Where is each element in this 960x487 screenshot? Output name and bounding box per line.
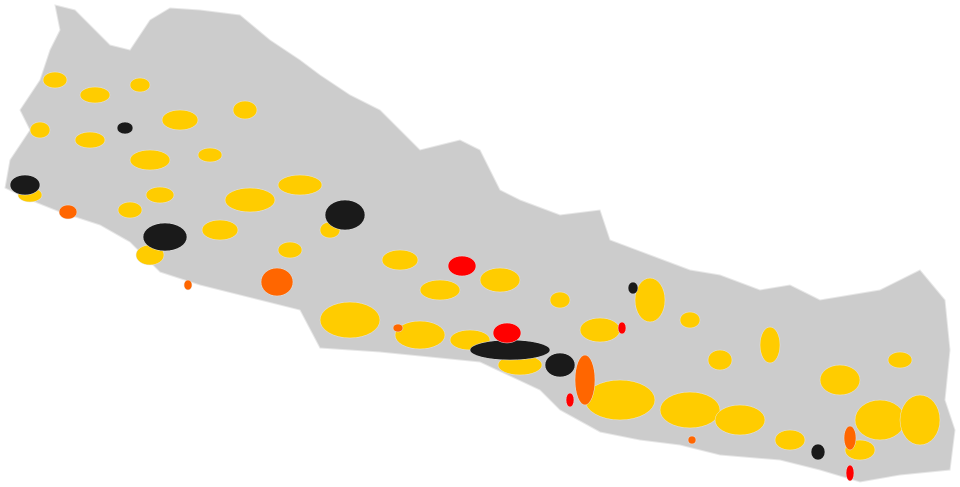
yellow-region bbox=[161, 109, 199, 131]
yellow-region bbox=[42, 71, 68, 89]
yellow-region bbox=[145, 186, 175, 204]
yellow-region bbox=[277, 241, 303, 259]
yellow-region bbox=[479, 267, 521, 293]
yellow-region bbox=[129, 77, 151, 93]
yellow-region bbox=[774, 429, 806, 451]
red-region bbox=[447, 255, 477, 277]
black-region bbox=[116, 121, 134, 135]
yellow-region bbox=[584, 379, 656, 421]
yellow-region bbox=[201, 219, 239, 241]
yellow-region bbox=[117, 201, 143, 219]
red-region bbox=[845, 464, 855, 482]
yellow-region bbox=[714, 404, 766, 436]
red-region bbox=[492, 322, 522, 344]
yellow-region bbox=[899, 394, 941, 446]
yellow-region bbox=[819, 364, 861, 396]
yellow-region bbox=[29, 121, 51, 139]
municipality-regions bbox=[9, 71, 941, 482]
black-region bbox=[9, 174, 41, 196]
orange-region bbox=[392, 323, 404, 333]
orange-region bbox=[687, 435, 697, 445]
yellow-region bbox=[707, 349, 733, 371]
yellow-region bbox=[319, 301, 381, 339]
yellow-region bbox=[634, 277, 666, 323]
red-region bbox=[617, 321, 627, 335]
yellow-region bbox=[549, 291, 571, 309]
yellow-region bbox=[224, 187, 276, 213]
yellow-region bbox=[679, 311, 701, 329]
yellow-region bbox=[74, 131, 106, 149]
yellow-region bbox=[197, 147, 223, 163]
black-region bbox=[627, 281, 639, 295]
orange-region bbox=[843, 425, 857, 451]
yellow-region bbox=[854, 399, 906, 441]
black-region bbox=[544, 352, 576, 378]
yellow-region bbox=[277, 174, 323, 196]
yellow-region bbox=[579, 317, 621, 343]
yellow-region bbox=[232, 100, 258, 120]
yellow-region bbox=[129, 149, 171, 171]
yellow-region bbox=[381, 249, 419, 271]
black-region bbox=[810, 443, 826, 461]
black-region bbox=[324, 199, 366, 231]
yellow-region bbox=[79, 86, 111, 104]
orange-region bbox=[574, 354, 596, 406]
black-region bbox=[142, 222, 188, 252]
red-region bbox=[565, 392, 575, 408]
orange-region bbox=[58, 204, 78, 220]
yellow-region bbox=[887, 351, 913, 369]
yellow-region bbox=[419, 279, 461, 301]
orange-region bbox=[260, 267, 294, 297]
yellow-region bbox=[659, 391, 721, 429]
orange-region bbox=[183, 279, 193, 291]
yellow-region bbox=[759, 326, 781, 364]
yellow-region bbox=[394, 320, 446, 350]
